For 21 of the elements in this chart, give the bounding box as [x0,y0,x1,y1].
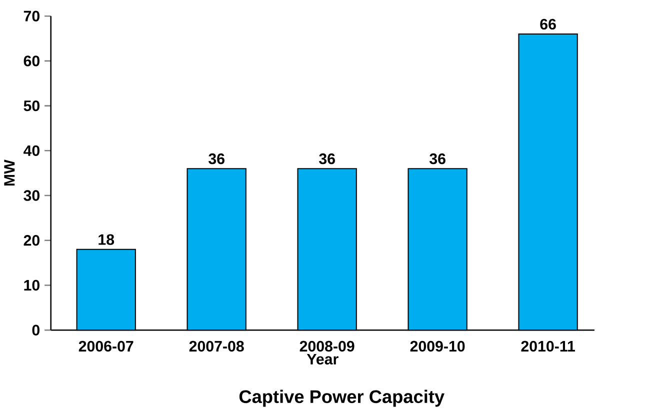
x-tick-label: 2009-10 [410,340,465,352]
y-tick-label: 70 [24,10,40,22]
y-tick-label: 30 [24,190,40,201]
x-tick-label: 2010-11 [521,340,575,352]
y-tick-label: 20 [24,235,40,246]
y-tick-label: 60 [24,56,40,66]
data-label: 18 [98,234,114,245]
x-tick-label: 2007-08 [189,340,244,352]
y-tick-label: 40 [24,145,40,156]
data-label: 66 [540,18,556,30]
x-axis-title: Year [306,354,338,365]
data-label: 36 [319,153,335,164]
x-tick-label: 2006-07 [78,340,134,352]
y-tick-label: 50 [24,100,40,112]
y-tick-label: 10 [24,280,40,291]
data-label: 36 [208,153,224,164]
data-label: 36 [430,153,446,164]
x-tick-label: 2008-09 [300,340,354,352]
y-axis-title: MW [4,160,15,186]
y-tick-label: 0 [32,324,40,336]
text: Captive Power Capacity [239,390,444,407]
